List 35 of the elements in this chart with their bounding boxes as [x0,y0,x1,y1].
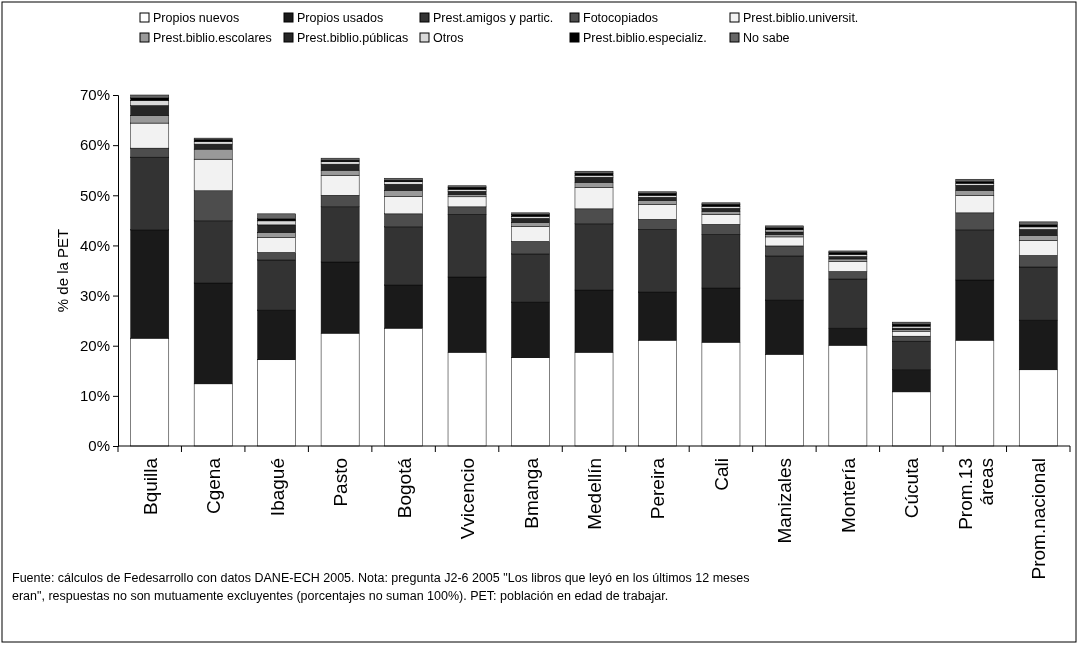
x-tick-label: Medellín [584,458,605,530]
legend-label: No sabe [743,31,790,45]
legend-label: Prest.biblio.públicas [297,31,409,45]
x-tick-label: Pereira [647,457,669,520]
legend-label: Prest.biblio.especializ. [583,31,707,45]
x-tick-label: Montería [837,457,859,533]
y-tick-label: 30% [79,286,110,304]
legend-label: Otros [433,31,464,45]
x-tick-label: Prom.13 áreas [954,458,997,530]
x-tick-label: Cali [710,458,732,491]
x-tick-label: Cúcuta [901,457,923,519]
x-tick-label: Bogotá [393,457,415,519]
y-tick-label: 0% [88,437,110,455]
legend-label: Prest.biblio.universit. [743,11,859,25]
x-tick-label: Pasto [330,458,352,507]
x-tick-label: Cgena [203,457,225,514]
legend-label: Fotocopiados [583,11,659,25]
x-tick-label: Bmanga [520,457,542,529]
y-tick-label: 40% [79,236,110,254]
legend-label: Prest.biblio.escolares [153,31,272,45]
legend-label: Prest.amigos y partic. [433,11,554,25]
y-tick-label: 60% [79,136,110,154]
y-tick-label: 20% [79,337,110,355]
y-tick-label: 70% [79,86,110,104]
x-tick-label: Bquilla [139,457,161,516]
x-tick-label: Manizales [774,458,796,544]
source-note: Fuente: cálculos de Fedesarrollo con datos DANE-ECH 2005. Nota: pregunta J2-6 2005 "Los libros que leyó en los últimos 12 meses eran", respuestas no son mutuamente excluyentes (porcentajes no suman 100%). PET: población en edad de trabajar. [12,571,750,603]
x-tick-label: Ibagué [266,458,288,517]
legend-label: Propios usados [297,11,384,25]
y-axis-title: % de la PET [54,228,71,313]
x-tick-label: Vvicencio [457,458,479,540]
y-tick-label: 10% [79,387,110,405]
x-tick-label: Prom.nacional [1028,458,1050,580]
legend-label: Propios nuevos [153,11,240,25]
y-tick-label: 50% [79,186,110,204]
